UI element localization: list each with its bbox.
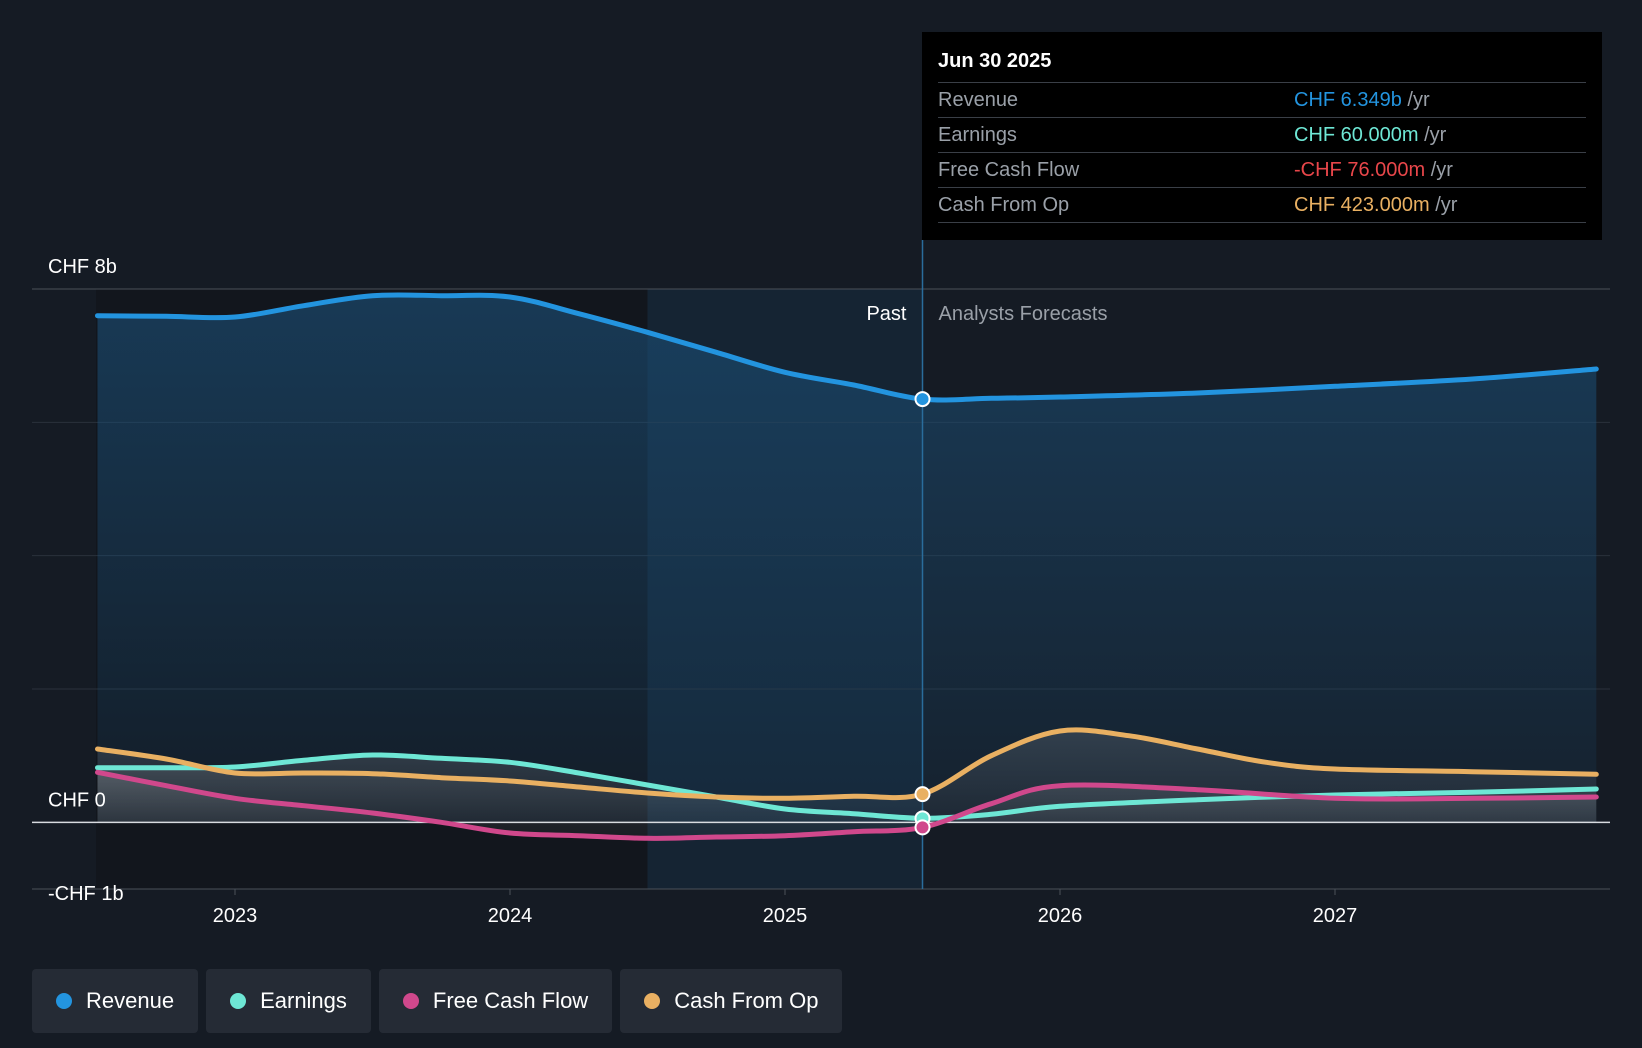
earnings-line	[95, 752, 1599, 821]
x-tick-label: 2025	[763, 905, 808, 927]
earnings-dot-icon	[230, 993, 247, 1009]
tooltip-value: CHF 6.349b	[1294, 89, 1402, 111]
legend-item-cash-from-op[interactable]: Cash From Op	[620, 969, 843, 1033]
x-tick-label: 2026	[1038, 905, 1083, 927]
tooltip-row-cash-from-op: Cash From Op CHF 423.000m /yr	[938, 188, 1586, 223]
tooltip-value: CHF 60.000m	[1294, 124, 1419, 146]
legend-label: Earnings	[260, 988, 347, 1013]
tooltip-unit: /yr	[1424, 124, 1447, 146]
x-axis-ticks: 2023 2024 2025 2026 2027	[213, 889, 1358, 927]
cash-from-op-dot-icon	[644, 993, 661, 1009]
revenue-area	[97, 294, 1597, 823]
free-cash-flow-dot-icon	[402, 993, 419, 1009]
series-markers	[914, 391, 931, 836]
tooltip-label: Free Cash Flow	[938, 159, 1080, 181]
free-cash-flow-line	[95, 769, 1599, 841]
legend-item-free-cash-flow[interactable]: Free Cash Flow	[378, 969, 613, 1033]
tooltip-value: -CHF 76.000m	[1294, 159, 1426, 181]
legend: Revenue Earnings Free Cash Flow Cash Fro…	[32, 969, 843, 1033]
tooltip-value: CHF 423.000m	[1294, 194, 1430, 216]
tooltip: Jun 30 2025 Revenue CHF 6.349b /yr Earni…	[922, 32, 1602, 240]
tooltip-label: Cash From Op	[938, 194, 1070, 216]
tooltip-label: Revenue	[938, 89, 1019, 111]
tooltip-unit: /yr	[1435, 194, 1458, 216]
tooltip-row-earnings: Earnings CHF 60.000m /yr	[938, 118, 1586, 153]
free-cash-flow-marker	[914, 819, 931, 836]
series-lines	[95, 292, 1599, 841]
y-axis-label: CHF 8b	[48, 256, 117, 278]
tooltip-date: Jun 30 2025	[938, 46, 1586, 83]
revenue-dot-icon	[56, 993, 72, 1009]
tooltip-label: Earnings	[938, 124, 1017, 146]
legend-label: Cash From Op	[674, 988, 819, 1013]
y-axis-label: CHF 0	[48, 789, 106, 811]
tooltip-row-free-cash-flow: Free Cash Flow -CHF 76.000m /yr	[938, 153, 1586, 188]
legend-label: Free Cash Flow	[432, 988, 589, 1013]
revenue-line	[95, 292, 1599, 403]
forecast-label: Analysts Forecasts	[939, 303, 1108, 325]
legend-item-revenue[interactable]: Revenue	[32, 969, 199, 1033]
cash-from-op-marker	[914, 786, 931, 803]
cash-from-op-line	[95, 727, 1599, 801]
y-axis-label: -CHF 1b	[48, 883, 124, 905]
legend-label: Revenue	[86, 988, 175, 1013]
y-axis-labels: CHF 8b CHF 0 -CHF 1b	[48, 256, 124, 905]
tooltip-unit: /yr	[1407, 89, 1430, 111]
tooltip-unit: /yr	[1430, 159, 1453, 181]
x-tick-label: 2023	[213, 905, 258, 927]
x-tick-label: 2024	[488, 905, 533, 927]
x-tick-label: 2027	[1313, 905, 1358, 927]
tooltip-row-revenue: Revenue CHF 6.349b /yr	[938, 83, 1586, 118]
past-label: Past	[866, 303, 906, 325]
legend-item-earnings[interactable]: Earnings	[206, 969, 371, 1033]
revenue-marker	[914, 391, 931, 408]
